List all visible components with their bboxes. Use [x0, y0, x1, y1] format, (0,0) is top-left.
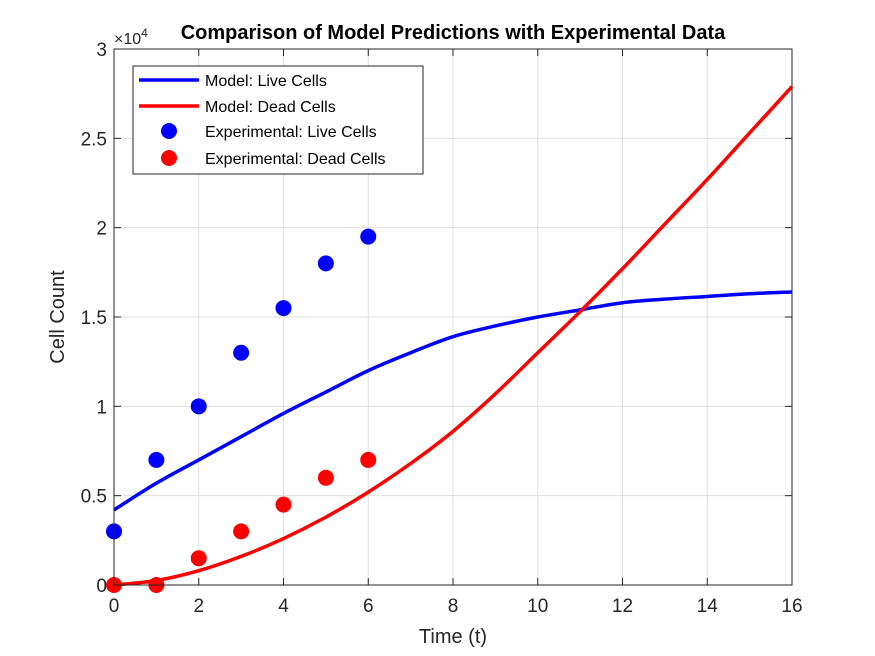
x-tick-label: 4	[278, 596, 289, 617]
series-layer	[106, 85, 794, 593]
legend-label: Model: Live Cells	[205, 73, 327, 90]
x-tick-label: 0	[109, 596, 120, 617]
data-point-experimental-live-cells	[190, 398, 207, 415]
y-axis-label: Cell Count	[47, 270, 69, 364]
data-point-experimental-dead-cells	[275, 496, 292, 513]
data-point-experimental-live-cells	[360, 228, 377, 245]
x-tick-label: 12	[612, 596, 633, 617]
data-point-experimental-dead-cells	[360, 451, 377, 468]
x-tick-label: 6	[363, 596, 374, 617]
y-tick-label: 0	[96, 576, 107, 597]
y-exponent-base: ×10	[114, 31, 141, 48]
data-point-experimental-live-cells	[317, 255, 334, 272]
legend-label: Model: Dead Cells	[205, 99, 336, 116]
data-point-experimental-live-cells	[275, 300, 292, 317]
y-tick-label: 3	[96, 40, 107, 61]
y-tick-label: 1.5	[81, 308, 107, 329]
data-point-experimental-live-cells	[233, 344, 250, 361]
y-exponent-power: 4	[141, 26, 148, 40]
chart-title: Comparison of Model Predictions with Exp…	[181, 22, 726, 44]
x-tick-labels: 0 2 4 6 8 10 12 14 16	[109, 596, 803, 617]
y-tick-label: 2	[96, 219, 107, 240]
legend-swatch-experimental-live-cells	[161, 123, 177, 139]
legend-label: Experimental: Dead Cells	[205, 151, 386, 168]
series-line-model-dead-cells	[113, 85, 794, 587]
axis-ticks	[113, 48, 793, 586]
data-point-experimental-dead-cells	[317, 469, 334, 486]
data-point-experimental-dead-cells	[190, 550, 207, 567]
x-axis-label: Time (t)	[419, 626, 487, 648]
legend-box	[132, 65, 424, 175]
x-tick-label: 10	[527, 596, 548, 617]
y-tick-label: 1	[96, 397, 107, 418]
y-tick-label: 0.5	[81, 487, 107, 508]
legend: Model: Live Cells Model: Dead Cells Experi…	[132, 65, 424, 175]
y-tick-labels: 0 0.5 1 1.5 2 2.5 3	[81, 40, 107, 597]
legend-label: Experimental: Live Cells	[205, 124, 377, 141]
data-point-experimental-live-cells	[148, 451, 165, 468]
x-tick-label: 8	[448, 596, 459, 617]
x-tick-label: 14	[697, 596, 719, 617]
y-exponent-label: ×104	[114, 26, 148, 48]
data-point-experimental-dead-cells	[233, 523, 250, 540]
legend-swatch-experimental-dead-cells	[161, 150, 177, 166]
x-tick-label: 2	[193, 596, 204, 617]
x-tick-label: 16	[781, 596, 802, 617]
series-line-model-live-cells	[113, 290, 793, 512]
y-tick-label: 2.5	[81, 129, 107, 150]
